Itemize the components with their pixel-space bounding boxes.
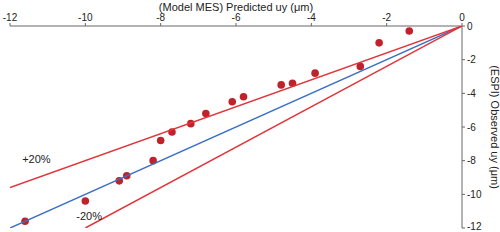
svg-text:-8: -8: [156, 12, 165, 23]
svg-text:-4: -4: [467, 88, 476, 99]
svg-text:-20%: -20%: [76, 210, 102, 222]
svg-text:0: 0: [459, 12, 465, 23]
svg-text:-10: -10: [467, 189, 482, 200]
svg-text:-10: -10: [78, 12, 93, 23]
svg-text:-8: -8: [467, 155, 476, 166]
svg-text:-2: -2: [467, 54, 476, 65]
svg-text:-12: -12: [467, 221, 482, 232]
svg-text:(Model MES) Predicted uy (μm): (Model MES) Predicted uy (μm): [158, 1, 314, 13]
svg-text:-6: -6: [467, 122, 476, 133]
svg-text:-6: -6: [232, 12, 241, 23]
svg-text:+20%: +20%: [22, 153, 51, 165]
svg-text:-2: -2: [382, 12, 391, 23]
svg-text:-4: -4: [307, 12, 316, 23]
svg-text:-12: -12: [8, 12, 18, 23]
svg-text:(ESPI) Observed uy (μm): (ESPI) Observed uy (μm): [489, 65, 492, 189]
svg-text:0: 0: [467, 21, 473, 32]
